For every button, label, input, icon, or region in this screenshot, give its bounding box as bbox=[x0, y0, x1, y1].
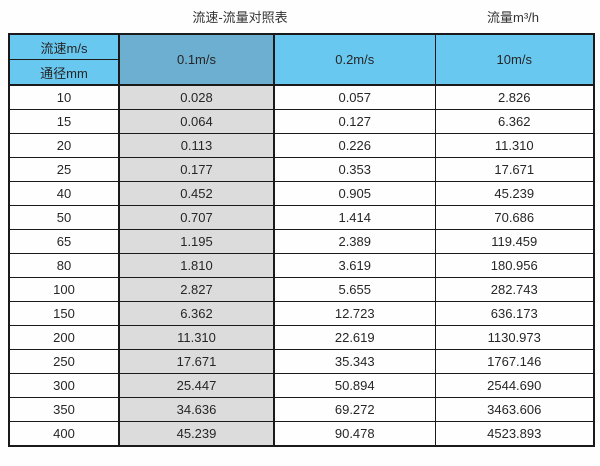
flow-value-cell: 69.272 bbox=[273, 397, 436, 422]
diameter-cell: 20 bbox=[8, 133, 120, 158]
diameter-cell: 200 bbox=[8, 325, 120, 350]
flow-value-cell: 0.127 bbox=[273, 109, 436, 134]
diameter-cell: 300 bbox=[8, 373, 120, 398]
page-title: 流速-流量对照表 bbox=[192, 10, 288, 25]
header-row-top: 流速m/s 0.1m/s 0.2m/s 10m/s bbox=[8, 33, 595, 86]
table-row: 40 0.452 0.905 45.239 bbox=[8, 181, 595, 206]
table-row: 65 1.195 2.389 119.459 bbox=[8, 229, 595, 254]
title-bar: 流速-流量对照表 流量m³/h bbox=[0, 0, 600, 33]
flow-value-cell: 25.447 bbox=[118, 373, 275, 398]
flow-value-cell: 6.362 bbox=[118, 301, 275, 326]
flow-value-cell: 636.173 bbox=[434, 301, 595, 326]
table-header: 流速m/s 0.1m/s 0.2m/s 10m/s 通径mm bbox=[8, 33, 595, 86]
flow-value-cell: 1767.146 bbox=[434, 349, 595, 374]
column-header-v10: 10m/s bbox=[434, 33, 595, 86]
flow-value-cell: 1.195 bbox=[118, 229, 275, 254]
flow-value-cell: 0.707 bbox=[118, 205, 275, 230]
flow-value-cell: 5.655 bbox=[273, 277, 436, 302]
table-body: 10 0.028 0.057 2.826 15 0.064 0.127 6.362 20 0.11… bbox=[8, 84, 595, 447]
flow-rate-table: 流速m/s 0.1m/s 0.2m/s 10m/s 通径mm 10 0.028 0.… bbox=[8, 33, 595, 447]
flow-value-cell: 0.353 bbox=[273, 157, 436, 182]
diameter-cell: 150 bbox=[8, 301, 120, 326]
table-row: 20 0.113 0.226 11.310 bbox=[8, 133, 595, 158]
table-row: 300 25.447 50.894 2544.690 bbox=[8, 373, 595, 398]
flow-value-cell: 90.478 bbox=[273, 421, 436, 447]
flow-value-cell: 11.310 bbox=[434, 133, 595, 158]
flow-value-cell: 0.452 bbox=[118, 181, 275, 206]
flow-unit-label: 流量m³/h bbox=[486, 10, 539, 25]
table-row: 15 0.064 0.127 6.362 bbox=[8, 109, 595, 134]
diameter-cell: 100 bbox=[8, 277, 120, 302]
flow-value-cell: 6.362 bbox=[434, 109, 595, 134]
flow-value-cell: 11.310 bbox=[118, 325, 275, 350]
flow-value-cell: 17.671 bbox=[434, 157, 595, 182]
flow-value-cell: 70.686 bbox=[434, 205, 595, 230]
flow-value-cell: 2.389 bbox=[273, 229, 436, 254]
flow-value-cell: 282.743 bbox=[434, 277, 595, 302]
flow-value-cell: 180.956 bbox=[434, 253, 595, 278]
flow-value-cell: 119.459 bbox=[434, 229, 595, 254]
table-row: 50 0.707 1.414 70.686 bbox=[8, 205, 595, 230]
flow-value-cell: 0.064 bbox=[118, 109, 275, 134]
flow-value-cell: 0.028 bbox=[118, 84, 275, 110]
diameter-cell: 65 bbox=[8, 229, 120, 254]
flow-value-cell: 0.226 bbox=[273, 133, 436, 158]
diameter-cell: 50 bbox=[8, 205, 120, 230]
flow-value-cell: 2.827 bbox=[118, 277, 275, 302]
flow-value-cell: 0.905 bbox=[273, 181, 436, 206]
table-row: 350 34.636 69.272 3463.606 bbox=[8, 397, 595, 422]
flow-value-cell: 34.636 bbox=[118, 397, 275, 422]
diameter-cell: 250 bbox=[8, 349, 120, 374]
diameter-cell: 15 bbox=[8, 109, 120, 134]
column-header-v02: 0.2m/s bbox=[273, 33, 436, 86]
flow-value-cell: 1.414 bbox=[273, 205, 436, 230]
flow-value-cell: 35.343 bbox=[273, 349, 436, 374]
table-row: 200 11.310 22.619 1130.973 bbox=[8, 325, 595, 350]
table-row: 400 45.239 90.478 4523.893 bbox=[8, 421, 595, 447]
diameter-cell: 400 bbox=[8, 421, 120, 447]
flow-value-cell: 45.239 bbox=[118, 421, 275, 447]
flow-value-cell: 50.894 bbox=[273, 373, 436, 398]
column-header-v01: 0.1m/s bbox=[118, 33, 275, 86]
diameter-cell: 25 bbox=[8, 157, 120, 182]
diameter-cell: 10 bbox=[8, 84, 120, 110]
flow-value-cell: 12.723 bbox=[273, 301, 436, 326]
flow-value-cell: 1130.973 bbox=[434, 325, 595, 350]
diameter-cell: 350 bbox=[8, 397, 120, 422]
flow-value-cell: 0.057 bbox=[273, 84, 436, 110]
table-row: 10 0.028 0.057 2.826 bbox=[8, 84, 595, 110]
flow-value-cell: 3.619 bbox=[273, 253, 436, 278]
table-row: 25 0.177 0.353 17.671 bbox=[8, 157, 595, 182]
flow-value-cell: 1.810 bbox=[118, 253, 275, 278]
flow-value-cell: 2544.690 bbox=[434, 373, 595, 398]
flow-value-cell: 3463.606 bbox=[434, 397, 595, 422]
flow-value-cell: 22.619 bbox=[273, 325, 436, 350]
flow-value-cell: 17.671 bbox=[118, 349, 275, 374]
diameter-cell: 80 bbox=[8, 253, 120, 278]
table-row: 100 2.827 5.655 282.743 bbox=[8, 277, 595, 302]
flow-value-cell: 0.177 bbox=[118, 157, 275, 182]
header-row-bottom: 通径mm bbox=[8, 59, 594, 86]
flow-value-cell: 4523.893 bbox=[434, 421, 595, 447]
table-row: 250 17.671 35.343 1767.146 bbox=[8, 349, 595, 374]
table-row: 80 1.810 3.619 180.956 bbox=[8, 253, 595, 278]
flow-value-cell: 2.826 bbox=[434, 84, 595, 110]
corner-cell-velocity: 流速m/s bbox=[8, 33, 120, 60]
flow-value-cell: 0.113 bbox=[118, 133, 275, 158]
flow-value-cell: 45.239 bbox=[434, 181, 595, 206]
corner-cell-diameter: 通径mm bbox=[8, 59, 120, 86]
table-row: 150 6.362 12.723 636.173 bbox=[8, 301, 595, 326]
diameter-cell: 40 bbox=[8, 181, 120, 206]
